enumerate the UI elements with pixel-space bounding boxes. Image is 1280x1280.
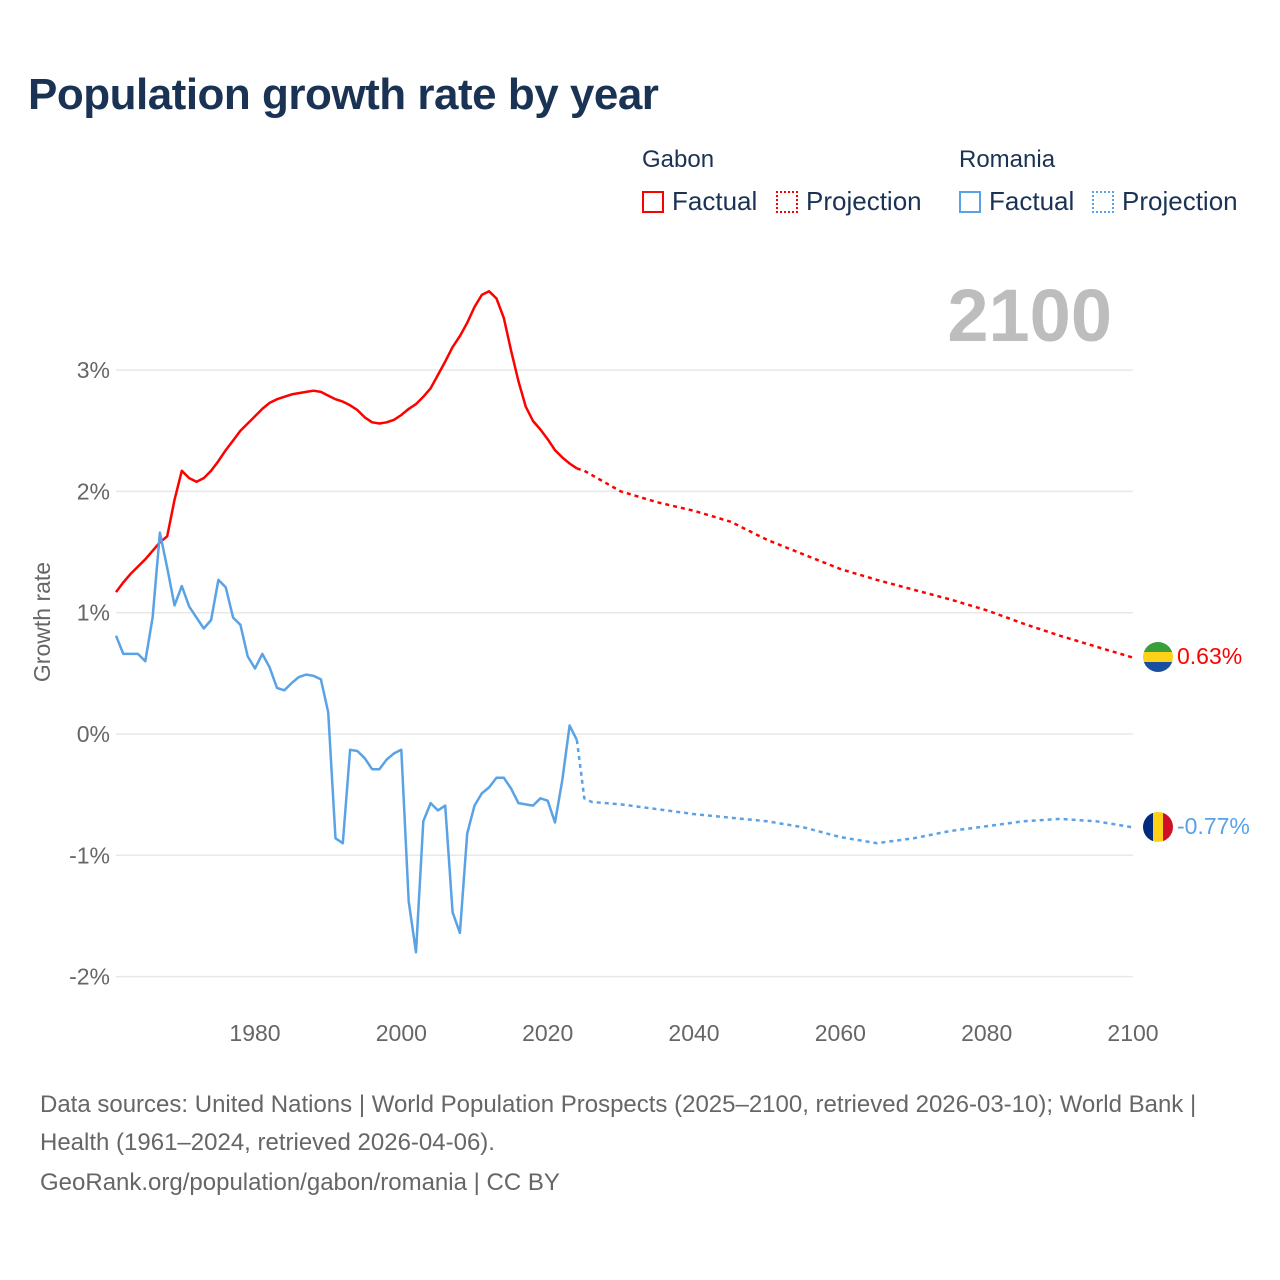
gabon-flag-icon: [1143, 642, 1173, 672]
romania-end-label: -0.77%: [1177, 813, 1250, 839]
legend-label: Factual: [672, 186, 758, 216]
x-tick-label: 1980: [229, 1020, 280, 1046]
x-tick-label: 2060: [815, 1020, 866, 1046]
x-tick-label: 2020: [522, 1020, 573, 1046]
legend-romania-label: Romania: [959, 146, 1056, 173]
legend-swatch-solid-icon: [959, 190, 981, 213]
gabon-end-label: 0.63%: [1177, 643, 1242, 669]
legend-label: Factual: [989, 186, 1075, 216]
gabon-projection-line: [576, 467, 1134, 659]
footer-sources: Data sources: United Nations | World Pop…: [40, 1091, 1197, 1156]
legend-gabon-label: Gabon: [642, 146, 715, 173]
y-tick-label: 2%: [77, 478, 110, 504]
x-tick-label: 2080: [961, 1020, 1012, 1046]
gabon-factual-line: [115, 290, 578, 593]
legend-label: Projection: [1122, 186, 1238, 216]
y-tick-label: 1%: [77, 600, 110, 626]
x-tick-label: 2040: [668, 1020, 719, 1046]
legend-swatch-dotted-icon: [776, 190, 798, 213]
y-axis-label: Growth rate: [29, 562, 55, 682]
x-tick-label: 2100: [1107, 1020, 1158, 1046]
footer-link[interactable]: GeoRank.org/population/gabon/romania | C…: [40, 1169, 560, 1196]
romania-factual-line: [114, 531, 579, 954]
chart-plot: 2100 -2% -1% 0% 1% 2% 3% 1980 2000 2020 2040 2060 2…: [29, 274, 1250, 1046]
y-tick-label: -2%: [69, 964, 110, 990]
legend-romania-factual[interactable]: Factual: [959, 186, 1074, 217]
year-display: 2100: [947, 274, 1112, 357]
y-tick-label: 3%: [77, 357, 110, 383]
legend-label: Projection: [806, 186, 922, 216]
y-tick-label: 0%: [77, 721, 110, 747]
legend-romania-projection[interactable]: Projection: [1092, 186, 1238, 217]
legend-swatch-dotted-icon: [1092, 190, 1114, 213]
legend-gabon-factual[interactable]: Factual: [642, 186, 757, 217]
x-tick-label: 2000: [376, 1020, 427, 1046]
legend-gabon-projection[interactable]: Projection: [776, 186, 922, 217]
romania-projection-line: [575, 739, 1134, 845]
chart-title: Population growth rate by year: [28, 70, 659, 119]
y-tick-label: -1%: [69, 842, 110, 868]
legend-swatch-solid-icon: [642, 190, 664, 213]
romania-flag-icon: [1143, 812, 1173, 842]
